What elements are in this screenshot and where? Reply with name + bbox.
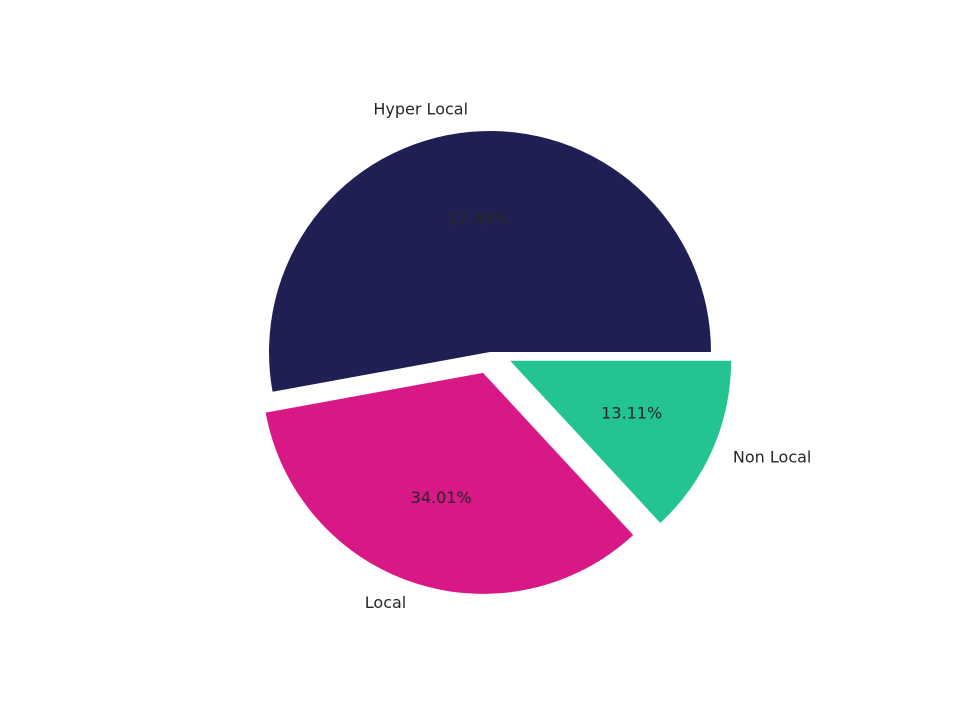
pie-slice [510,360,732,523]
slice-label: Local [365,593,406,612]
slice-label: Non Local [733,448,811,467]
value-label: 13.11% [601,403,662,422]
pie-slice [269,131,711,392]
slice-label: Hyper Local [373,99,468,118]
value-label: 34.01% [411,488,472,507]
pie-slice [265,372,634,594]
value-label: 52.88% [448,209,509,228]
